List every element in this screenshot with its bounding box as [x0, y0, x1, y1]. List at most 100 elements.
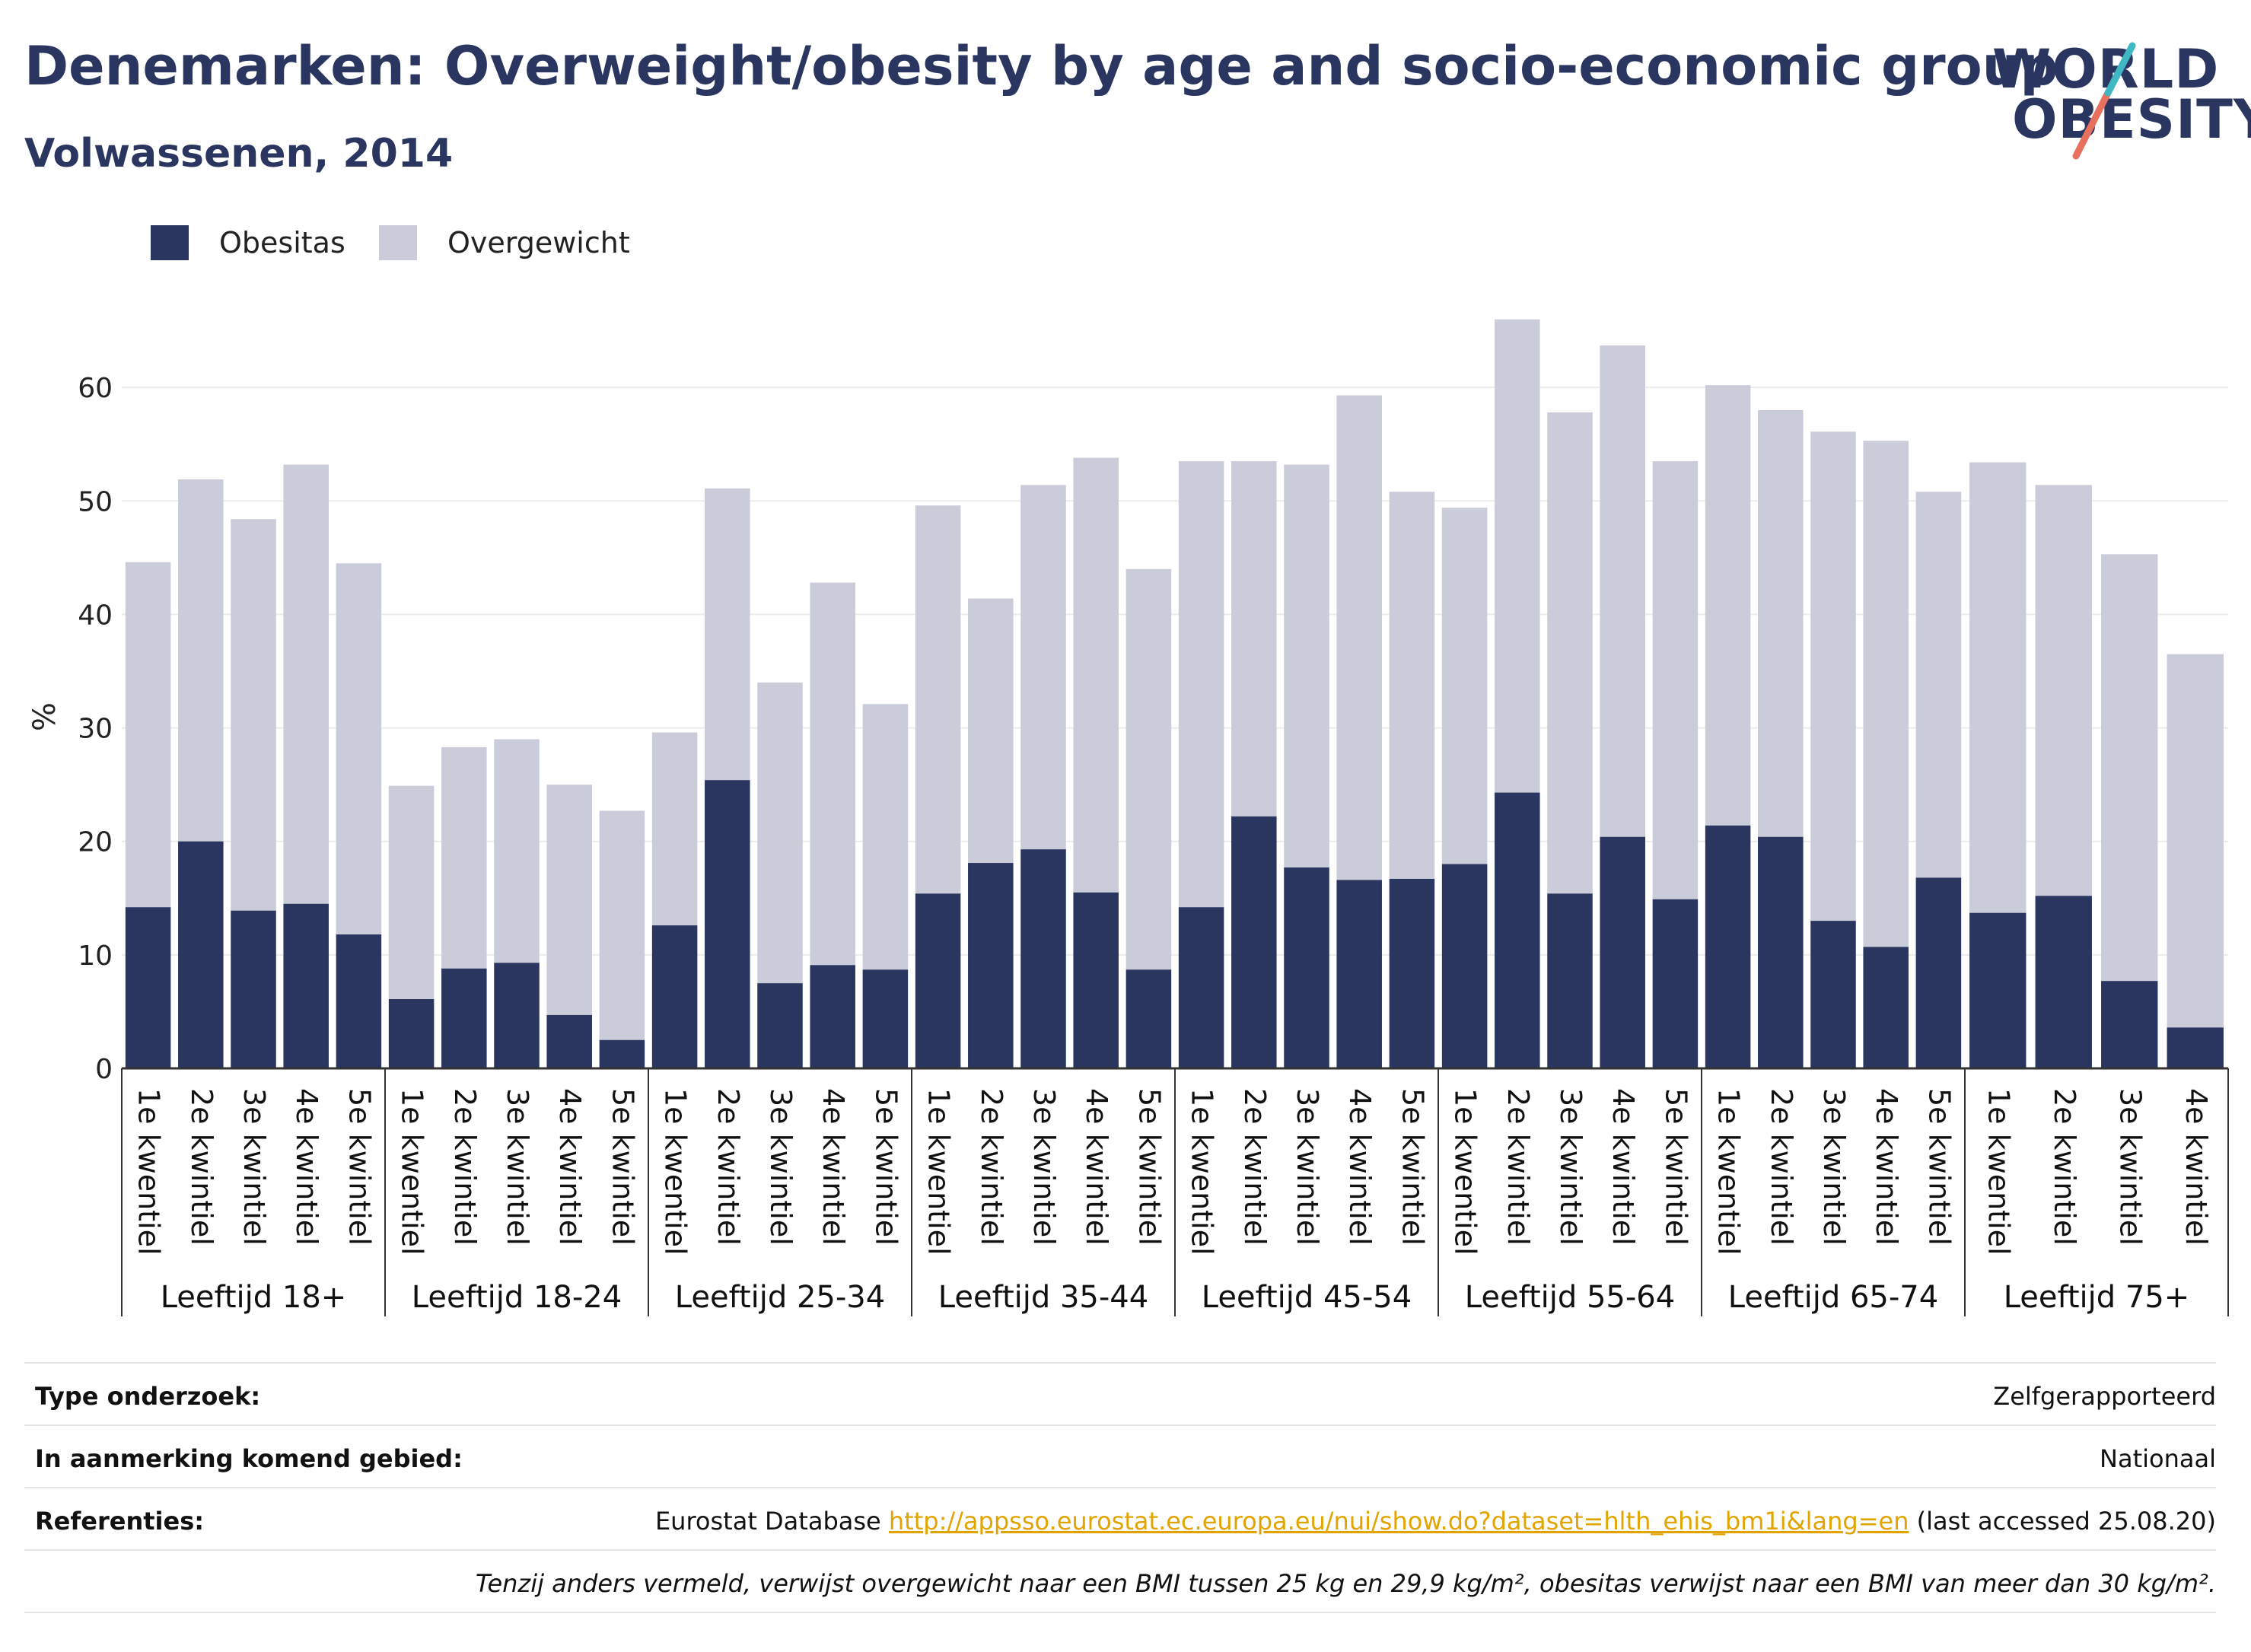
x-group-label: Leeftijd 35-44 [938, 1280, 1148, 1315]
bar-obesitas [283, 903, 329, 1068]
bar-overgewicht [125, 562, 171, 908]
bar-overgewicht [441, 746, 487, 969]
x-group-label: Leeftijd 65-74 [1728, 1280, 1938, 1315]
bar-obesitas [178, 841, 224, 1068]
bar-obesitas [125, 907, 171, 1068]
bar-obesitas [1231, 816, 1277, 1068]
bar-obesitas [1705, 825, 1751, 1068]
x-tick-label: 5e kwintiel [869, 1088, 903, 1246]
x-tick-label: 4e kwintiel [290, 1088, 323, 1246]
meta-row-area: In aanmerking komend gebied: Nationaal [24, 1424, 2216, 1488]
bar-obesitas [862, 969, 909, 1068]
reference-prefix: Eurostat Database [654, 1507, 889, 1536]
bar-overgewicht [1231, 461, 1277, 816]
bar-obesitas [2035, 896, 2092, 1068]
y-tick-label: 20 [78, 827, 113, 858]
x-tick-label: 3e kwintiel [237, 1088, 271, 1246]
bar-overgewicht [1863, 441, 1909, 947]
page-title: Denemarken: Overweight/obesity by age an… [24, 35, 2058, 97]
x-tick-label: 4e kwintiel [2179, 1088, 2213, 1246]
x-tick-label: 2e kwintiel [448, 1088, 482, 1246]
bar-obesitas [1810, 921, 1856, 1068]
x-tick-label: 3e kwintiel [1291, 1088, 1324, 1246]
bar-obesitas [1969, 912, 2027, 1068]
x-group-label: Leeftijd 75+ [2004, 1280, 2190, 1315]
legend-swatch-obesitas [151, 225, 189, 260]
bar-obesitas [1547, 893, 1593, 1068]
meta-row-note: Tenzij anders vermeld, verwijst overgewi… [24, 1549, 2216, 1613]
bar-obesitas [810, 965, 855, 1068]
bar-overgewicht [968, 598, 1014, 864]
bar-obesitas [494, 963, 540, 1068]
bar-obesitas [231, 910, 276, 1068]
reference-link[interactable]: http://appsso.eurostat.ec.europa.eu/nui/… [888, 1507, 1909, 1536]
bar-obesitas [1495, 792, 1540, 1068]
bar-obesitas [1126, 969, 1172, 1068]
logo-line-2: OBESITY [2012, 88, 2251, 151]
world-obesity-logo: WORLD OBESITY [1986, 23, 2251, 160]
bar-overgewicht [757, 682, 803, 984]
x-tick-label: 2e kwintiel [185, 1088, 218, 1246]
legend-swatch-overgewicht [379, 225, 417, 260]
x-tick-label: 2e kwintiel [1765, 1088, 1798, 1246]
bar-obesitas [915, 893, 961, 1068]
bar-overgewicht [336, 563, 382, 935]
bar-overgewicht [231, 519, 276, 911]
bar-overgewicht [810, 582, 855, 966]
meta-value: Nationaal [2100, 1444, 2216, 1473]
bar-overgewicht [1389, 492, 1435, 879]
x-tick-label: 2e kwintiel [975, 1088, 1008, 1246]
x-tick-label: 1e kwentiel [1712, 1088, 1746, 1256]
bar-overgewicht [546, 785, 592, 1015]
bar-overgewicht [1073, 457, 1119, 893]
bar-obesitas [1020, 849, 1066, 1068]
bar-obesitas [546, 1014, 592, 1068]
stacked-bar-chart: 0 10 20 30 40 50 60% 1e kwentiel 2e kwintiel 3e k… [27, 319, 2229, 1316]
x-tick-label: 4e kwintiel [817, 1088, 850, 1246]
meta-value: Zelfgerapporteerd [1993, 1382, 2216, 1411]
x-tick-label: 1e kwentiel [396, 1088, 429, 1256]
bar-obesitas [1863, 947, 1909, 1068]
bar-obesitas [2101, 981, 2158, 1068]
x-tick-label: 2e kwintiel [712, 1088, 745, 1246]
x-tick-label: 1e kwentiel [1186, 1088, 1219, 1256]
meta-label: Type onderzoek: [35, 1382, 261, 1411]
x-tick-label: 1e kwentiel [1982, 1088, 2015, 1256]
bar-overgewicht [283, 464, 329, 904]
x-tick-label: 5e kwintiel [1132, 1088, 1166, 1246]
bar-overgewicht [388, 785, 435, 1000]
x-group-label: Leeftijd 25-34 [675, 1280, 885, 1315]
bar-overgewicht [1600, 345, 1645, 837]
bar-obesitas [1073, 892, 1119, 1068]
legend-label-overgewicht: Overgewicht [447, 226, 630, 259]
legend-label-obesitas: Obesitas [219, 226, 345, 259]
meta-label: Referenties: [35, 1507, 205, 1536]
bar-overgewicht [1705, 385, 1751, 826]
bar-obesitas [1389, 878, 1435, 1068]
bar-obesitas [388, 999, 435, 1068]
x-tick-label: 1e kwentiel [1449, 1088, 1482, 1256]
y-tick-label: 10 [78, 941, 113, 972]
bar-obesitas [599, 1039, 645, 1068]
x-tick-label: 5e kwintiel [606, 1088, 639, 1246]
x-tick-label: 3e kwintiel [1817, 1088, 1851, 1246]
y-tick-label: 60 [78, 373, 113, 404]
bar-overgewicht [915, 505, 961, 894]
x-tick-label: 5e kwintiel [1396, 1088, 1429, 1246]
x-tick-label: 5e kwintiel [1922, 1088, 1956, 1246]
x-tick-label: 2e kwintiel [1501, 1088, 1535, 1246]
bar-obesitas [1600, 836, 1645, 1068]
x-tick-label: 2e kwintiel [2048, 1088, 2081, 1246]
x-tick-label: 3e kwintiel [1554, 1088, 1587, 1246]
bar-obesitas [2167, 1027, 2224, 1068]
bar-overgewicht [494, 739, 540, 963]
x-tick-label: 4e kwintiel [1080, 1088, 1113, 1246]
y-tick-label: 0 [95, 1054, 113, 1085]
bar-overgewicht [1495, 319, 1540, 793]
bar-obesitas [1652, 899, 1699, 1068]
legend-item-overgewicht[interactable]: Overgewicht [379, 225, 630, 260]
y-tick-label: 40 [78, 600, 113, 631]
bar-obesitas [651, 925, 698, 1068]
legend-item-obesitas[interactable]: Obesitas [151, 225, 345, 260]
x-tick-label: 3e kwintiel [501, 1088, 534, 1246]
